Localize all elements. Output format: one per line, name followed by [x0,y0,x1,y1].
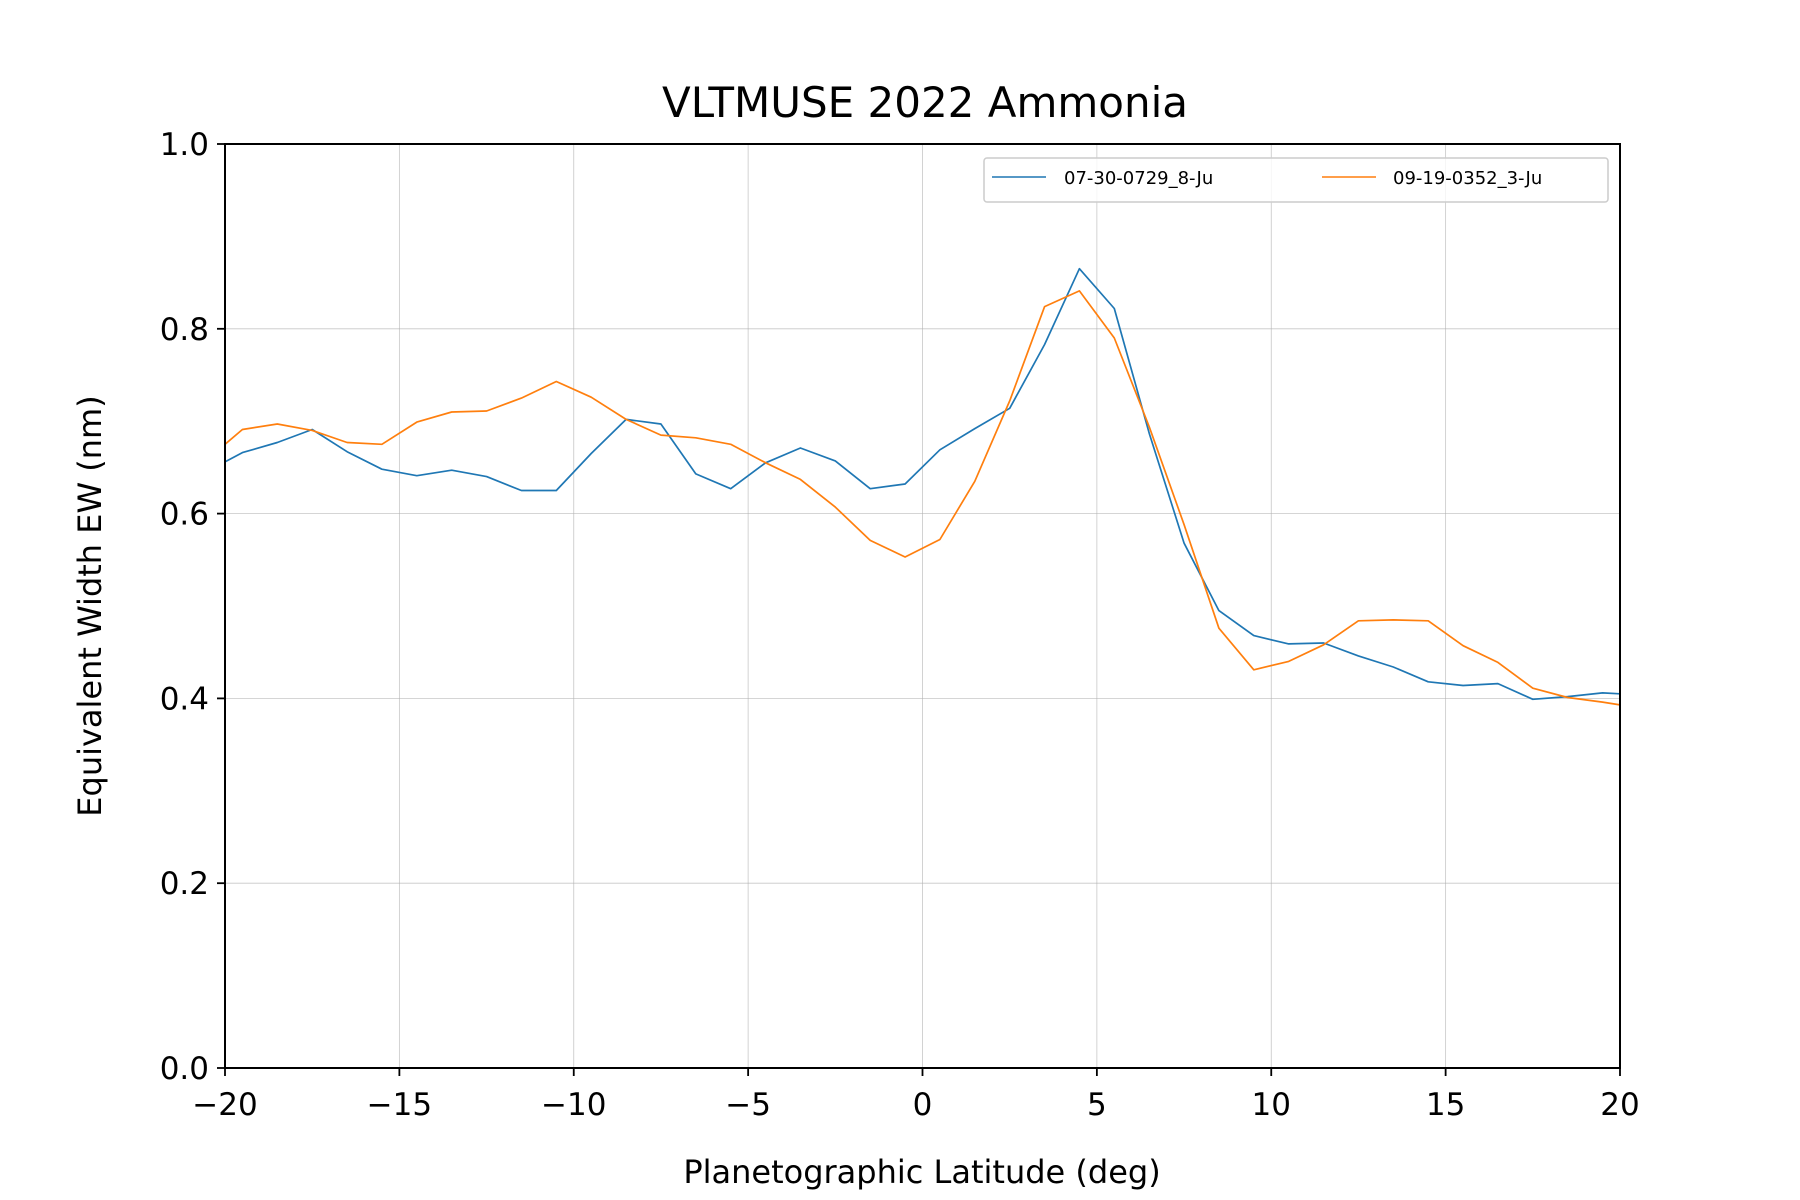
y-axis-title: Equivalent Width EW (nm) [71,395,109,816]
y-tick-label: 0.0 [160,1051,209,1087]
x-tick-label: 20 [1600,1087,1639,1123]
y-tick-label: 0.2 [160,866,209,902]
grid-lines [224,143,1621,1069]
x-tick-label: −15 [367,1087,432,1123]
series-layer [224,267,1621,706]
legend-box [983,157,1609,203]
y-axis: 0.0 0.2 0.4 0.6 0.8 1.0 [160,127,225,1087]
x-axis: −20 −15 −10 −5 0 5 10 15 20 [192,1068,1640,1123]
x-tick-label: 0 [913,1087,933,1123]
x-tick-label: −20 [192,1087,257,1123]
legend-label-series-2: 09-19-0352_3-Ju [1393,168,1542,189]
y-tick-label: 0.6 [160,497,209,533]
x-tick-label: 15 [1426,1087,1465,1123]
series-line-1 [224,267,1621,701]
x-tick-label: 10 [1252,1087,1291,1123]
x-axis-title: Planetographic Latitude (deg) [683,1153,1160,1191]
x-tick-label: −10 [541,1087,606,1123]
legend: 07-30-0729_8-Ju 09-19-0352_3-Ju [983,157,1609,203]
series-line-2 [224,290,1621,706]
x-tick-label: 5 [1087,1087,1107,1123]
x-tick-label: −5 [725,1087,771,1123]
y-tick-label: 0.8 [160,312,209,348]
y-tick-label: 0.4 [160,681,209,717]
y-tick-label: 1.0 [160,127,209,163]
legend-label-series-1: 07-30-0729_8-Ju [1064,168,1213,189]
chart-title: VLTMUSE 2022 Ammonia [662,78,1188,127]
